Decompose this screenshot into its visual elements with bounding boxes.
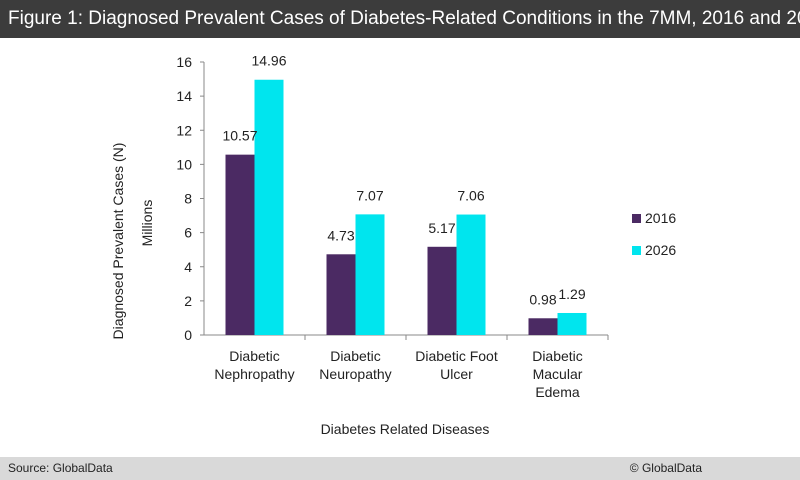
bar-chart: Diagnosed Prevalent Cases (N) Millions 0… — [110, 53, 676, 437]
bar-2026 — [456, 214, 486, 335]
y-tick-label: 2 — [184, 293, 192, 309]
x-category-label: Diabetic — [330, 348, 381, 364]
data-label: 0.98 — [529, 291, 556, 307]
data-label: 7.06 — [457, 188, 484, 204]
footer-bar: Source: GlobalData © GlobalData — [0, 457, 800, 480]
y-tick-label: 12 — [176, 122, 192, 138]
legend-label: 2026 — [645, 242, 676, 258]
x-axis-label: Diabetes Related Diseases — [321, 421, 490, 437]
y-tick-label: 0 — [184, 327, 192, 343]
y-tick-label: 8 — [184, 191, 192, 207]
x-category-label: Diabetic — [229, 348, 280, 364]
x-category-label: Edema — [535, 384, 580, 400]
legend-swatch-2016 — [632, 214, 641, 223]
bar-2026 — [254, 79, 284, 335]
x-category-label: Neuropathy — [319, 366, 391, 382]
y-axis-unit-label: Millions — [139, 200, 155, 247]
source-note: Source: GlobalData — [8, 461, 113, 475]
x-category-label: Diabetic — [532, 348, 583, 364]
y-tick-label: 10 — [176, 156, 192, 172]
bar-2016 — [528, 318, 558, 335]
bar-2016 — [225, 154, 255, 335]
data-label: 1.29 — [558, 286, 585, 302]
legend-label: 2016 — [645, 210, 676, 226]
bar-2026 — [557, 312, 587, 335]
figure-title: Figure 1: Diagnosed Prevalent Cases of D… — [0, 0, 800, 38]
data-label: 10.57 — [222, 128, 257, 144]
bar-2016 — [427, 246, 457, 335]
y-tick-label: 4 — [184, 259, 192, 275]
x-category-label: Macular — [533, 366, 583, 382]
y-axis-label: Diagnosed Prevalent Cases (N) — [110, 143, 126, 340]
y-tick-label: 14 — [176, 88, 192, 104]
data-label: 5.17 — [428, 220, 455, 236]
copyright-note: © GlobalData — [629, 461, 702, 475]
x-category-label: Nephropathy — [214, 366, 294, 382]
legend-swatch-2026 — [632, 246, 641, 255]
y-tick-label: 16 — [176, 54, 192, 70]
bar-2016 — [326, 254, 356, 335]
data-label: 7.07 — [356, 187, 383, 203]
y-tick-label: 6 — [184, 225, 192, 241]
data-label: 4.73 — [327, 227, 354, 243]
data-label: 14.96 — [251, 53, 286, 69]
x-category-label: Diabetic Foot — [415, 348, 498, 364]
x-category-label: Ulcer — [440, 366, 473, 382]
bar-2026 — [355, 214, 385, 335]
